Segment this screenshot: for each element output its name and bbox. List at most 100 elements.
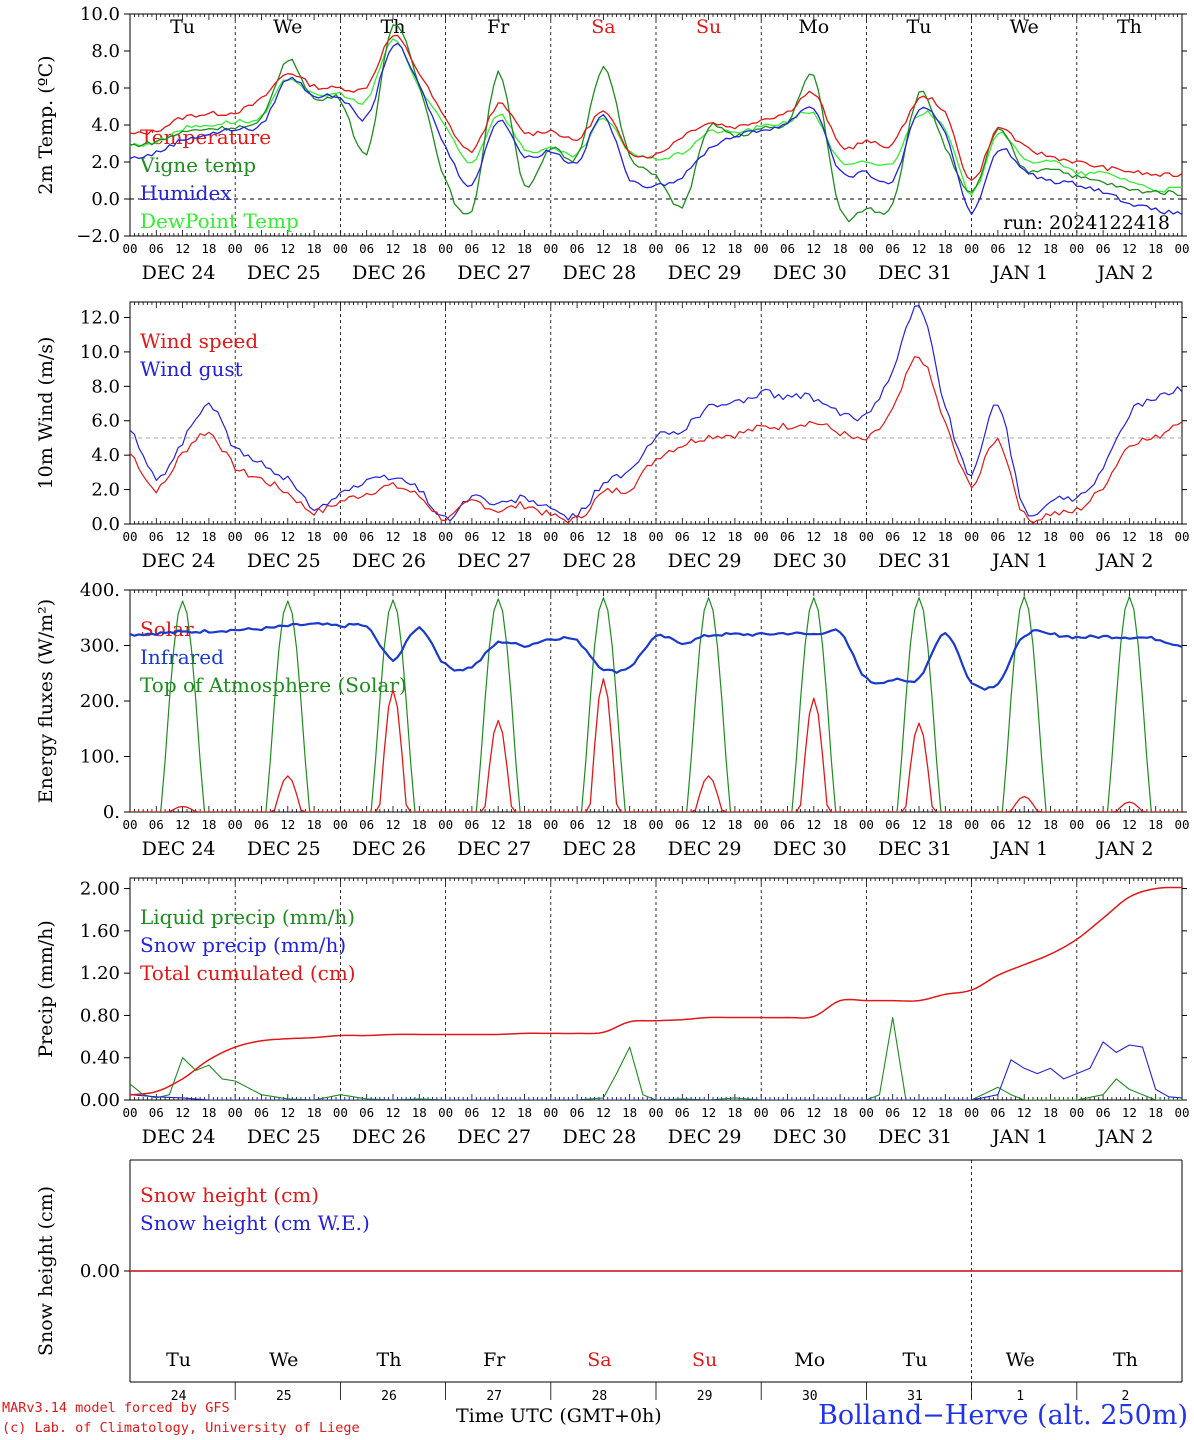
temperature-date-label: DEC 24	[142, 262, 216, 284]
temperature-hour-label: 06	[780, 241, 795, 256]
precip-hour-label: 00	[648, 1105, 663, 1120]
day-name-bottom: Mo	[794, 1349, 825, 1371]
wind-date-label: DEC 24	[142, 550, 216, 572]
temperature-hour-label: 18	[938, 241, 953, 256]
wind-hour-label: 12	[701, 529, 716, 544]
temperature-hour-label: 18	[412, 241, 427, 256]
wind-hour-label: 00	[438, 529, 453, 544]
day-name-bottom: Tu	[903, 1349, 928, 1371]
day-name-bottom: We	[1006, 1349, 1035, 1371]
precip-hour-label: 06	[780, 1105, 795, 1120]
wind-ytick-label: 4.0	[91, 445, 120, 466]
temperature-hour-label: 00	[543, 241, 558, 256]
temperature-hour-label: 18	[1043, 241, 1058, 256]
energy-ytick-label: 300.	[80, 636, 120, 657]
energy-date-label: DEC 31	[878, 838, 952, 860]
precip-hour-label: 00	[964, 1105, 979, 1120]
energy-hour-label: 06	[675, 817, 690, 832]
precip-hour-label: 18	[1043, 1105, 1058, 1120]
energy-date-label: DEC 25	[247, 838, 321, 860]
temperature-hour-label: 12	[280, 241, 295, 256]
precip-hour-label: 06	[254, 1105, 269, 1120]
precip-hour-label: 18	[727, 1105, 742, 1120]
temperature-hour-label: 06	[885, 241, 900, 256]
wind-hour-label: 06	[675, 529, 690, 544]
wind-date-label: JAN 1	[990, 550, 1048, 572]
energy-hour-label: 00	[543, 817, 558, 832]
day-name-top: Th	[381, 16, 406, 38]
temperature-hour-label: 00	[122, 241, 137, 256]
energy-hour-label: 12	[175, 817, 190, 832]
temperature-hour-label: 18	[833, 241, 848, 256]
precip-hour-label: 18	[622, 1105, 637, 1120]
temperature-date-label: JAN 1	[990, 262, 1048, 284]
precip-hour-label: 06	[1096, 1105, 1111, 1120]
precip-hour-label: 12	[491, 1105, 506, 1120]
temperature-ytick-label: 10.0	[80, 4, 120, 25]
energy-hour-label: 00	[228, 817, 243, 832]
temperature-ytick-label: 2.0	[91, 152, 120, 173]
precip-ytick-label: 1.20	[80, 963, 120, 984]
wind-ytick-label: 8.0	[91, 376, 120, 397]
wind-hour-label: 18	[517, 529, 532, 544]
wind-hour-label: 18	[938, 529, 953, 544]
temperature-legend-2: Humidex	[140, 181, 232, 205]
run-annotation: run: 2024122418	[1003, 212, 1170, 234]
energy-hour-label: 18	[622, 817, 637, 832]
temperature-hour-label: 00	[964, 241, 979, 256]
temperature-hour-label: 06	[570, 241, 585, 256]
wind-hour-label: 12	[385, 529, 400, 544]
energy-hour-label: 12	[280, 817, 295, 832]
temperature-hour-label: 06	[990, 241, 1005, 256]
wind-hour-label: 18	[622, 529, 637, 544]
energy-hour-label: 12	[1017, 817, 1032, 832]
toa-series	[130, 596, 1182, 812]
wind-date-label: JAN 2	[1095, 550, 1153, 572]
precip-hour-label: 00	[1069, 1105, 1084, 1120]
wind-hour-label: 12	[806, 529, 821, 544]
day-name-top: Sa	[591, 16, 615, 38]
energy-hour-label: 00	[122, 817, 137, 832]
day-name-top: Th	[1117, 16, 1142, 38]
energy-date-label: DEC 29	[668, 838, 742, 860]
wind-hour-label: 18	[833, 529, 848, 544]
energy-ytick-label: 200.	[80, 691, 120, 712]
day-name-top: Su	[696, 16, 721, 38]
energy-date-label: DEC 28	[562, 838, 636, 860]
day-number: 2	[1121, 1389, 1129, 1404]
wind-ytick-label: 10.0	[80, 342, 120, 363]
temperature-hour-label: 12	[911, 241, 926, 256]
precip-hour-label: 12	[280, 1105, 295, 1120]
temperature-hour-label: 18	[517, 241, 532, 256]
precip-date-label: JAN 2	[1095, 1126, 1153, 1148]
wind-hour-label: 00	[333, 529, 348, 544]
temperature-hour-label: 06	[675, 241, 690, 256]
day-name-bottom: Tu	[166, 1349, 191, 1371]
wind-hour-label: 00	[648, 529, 663, 544]
temperature-ytick-label: −2.0	[76, 226, 120, 247]
wind-hour-label: 18	[1148, 529, 1163, 544]
temperature-hour-label: 00	[754, 241, 769, 256]
wind-hour-label: 12	[175, 529, 190, 544]
precip-hour-label: 00	[438, 1105, 453, 1120]
day-name-top: Fr	[487, 16, 510, 38]
station-name: Bolland−Herve (alt. 250m)	[818, 1400, 1188, 1431]
day-name-bottom: Th	[377, 1349, 402, 1371]
precip-hour-label: 06	[359, 1105, 374, 1120]
energy-hour-label: 18	[307, 817, 322, 832]
temperature-hour-label: 12	[806, 241, 821, 256]
wind-legend-0: Wind speed	[140, 329, 258, 353]
temperature-ylabel: 2m Temp. (ºC)	[35, 55, 57, 194]
wind-hour-label: 06	[780, 529, 795, 544]
snow-precip-series	[130, 1041, 1182, 1100]
wind-hour-label: 18	[1043, 529, 1058, 544]
day-number: 28	[592, 1389, 608, 1404]
temperature-hour-label: 12	[1017, 241, 1032, 256]
temp-series-1	[130, 24, 1182, 223]
precip-legend-0: Liquid precip (mm/h)	[140, 905, 355, 929]
precip-hour-label: 06	[464, 1105, 479, 1120]
temperature-hour-label: 18	[727, 241, 742, 256]
temperature-hour-label: 00	[1174, 241, 1189, 256]
temperature-hour-label: 00	[859, 241, 874, 256]
energy-hour-label: 18	[412, 817, 427, 832]
